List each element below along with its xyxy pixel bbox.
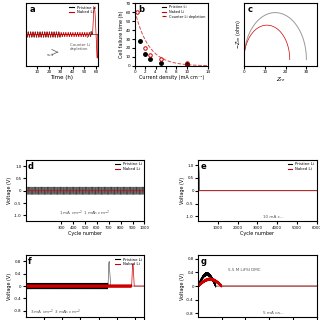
Y-axis label: Voltage (V): Voltage (V) (180, 177, 185, 204)
Y-axis label: Voltage (V): Voltage (V) (180, 273, 185, 300)
X-axis label: Cycle number: Cycle number (68, 231, 102, 236)
Legend: Pristine Li, Naked Li, Counter Li depletion: Pristine Li, Naked Li, Counter Li deplet… (162, 5, 206, 19)
Text: d: d (28, 162, 34, 171)
Text: e: e (200, 162, 206, 171)
Y-axis label: Voltage (V): Voltage (V) (7, 273, 12, 300)
X-axis label: Time (h): Time (h) (51, 76, 74, 80)
Text: 5.5 M LiFSI DMC: 5.5 M LiFSI DMC (228, 268, 260, 272)
Text: f: f (28, 257, 32, 266)
Text: Counter Li
depletion: Counter Li depletion (70, 32, 92, 51)
Legend: Pristine Li, Naked Li: Pristine Li, Naked Li (115, 162, 142, 172)
Text: 1 mA cm$^{-2}$ 1 mAh cm$^{-2}$: 1 mA cm$^{-2}$ 1 mAh cm$^{-2}$ (60, 209, 111, 219)
X-axis label: Cycle number: Cycle number (240, 231, 275, 236)
Y-axis label: Cell failure time (h): Cell failure time (h) (119, 11, 124, 58)
Text: 3 mA cm$^{-2}$ 3 mAh cm$^{-2}$: 3 mA cm$^{-2}$ 3 mAh cm$^{-2}$ (30, 307, 81, 316)
Y-axis label: Voltage (V): Voltage (V) (7, 177, 12, 204)
Text: g: g (200, 257, 206, 266)
Legend: Pristine Li, Naked Li: Pristine Li, Naked Li (115, 257, 142, 267)
Text: 10 mA c...: 10 mA c... (263, 215, 284, 220)
Text: b: b (139, 5, 144, 14)
Text: suit: suit (47, 53, 54, 57)
Y-axis label: $-Z_{im}$ (ohm): $-Z_{im}$ (ohm) (234, 20, 243, 49)
Text: c: c (248, 5, 253, 14)
X-axis label: $Z_{re}$: $Z_{re}$ (276, 76, 285, 84)
Legend: Pristine Li, Naked Li: Pristine Li, Naked Li (287, 162, 315, 172)
Text: a: a (29, 5, 35, 14)
X-axis label: Current density (mA cm⁻²): Current density (mA cm⁻²) (139, 76, 204, 80)
Text: 5 mA ca...: 5 mA ca... (263, 311, 284, 315)
Legend: Pristine Li, Naked Li: Pristine Li, Naked Li (69, 5, 96, 15)
